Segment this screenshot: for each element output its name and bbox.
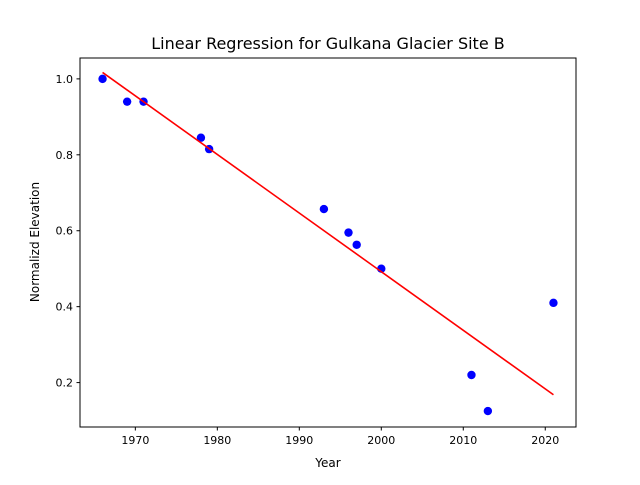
x-tick-label: 2020 [531,434,559,447]
chart-title: Linear Regression for Gulkana Glacier Si… [151,34,504,53]
data-point [122,97,132,106]
x-axis-label: Year [314,456,340,470]
x-tick-label: 1980 [203,434,231,447]
x-tick-label: 1990 [285,434,313,447]
x-tick-label: 2000 [367,434,395,447]
y-tick-label: 0.4 [56,301,74,314]
y-tick-label: 1.0 [56,73,74,86]
x-tick-label: 1970 [121,434,149,447]
data-point [483,406,493,416]
y-axis-label: Normalizd Elevation [28,182,42,302]
data-point [549,298,558,308]
plot-frame [79,57,577,428]
y-tick-label: 0.8 [56,149,74,162]
y-tick-label: 0.6 [56,225,74,238]
y-tick-label: 0.2 [56,377,74,390]
data-point [352,240,361,249]
data-point [98,74,107,84]
regression-line [102,71,554,396]
data-point [344,228,353,237]
plot-content: 1970 1980 1990 2000 2010 2020 0.2 0.4 0.6 0.8 1.0 [56,71,559,447]
x-tick-label: 2010 [449,434,477,447]
data-point [319,204,329,214]
data-point [196,133,206,142]
data-point [467,370,476,380]
